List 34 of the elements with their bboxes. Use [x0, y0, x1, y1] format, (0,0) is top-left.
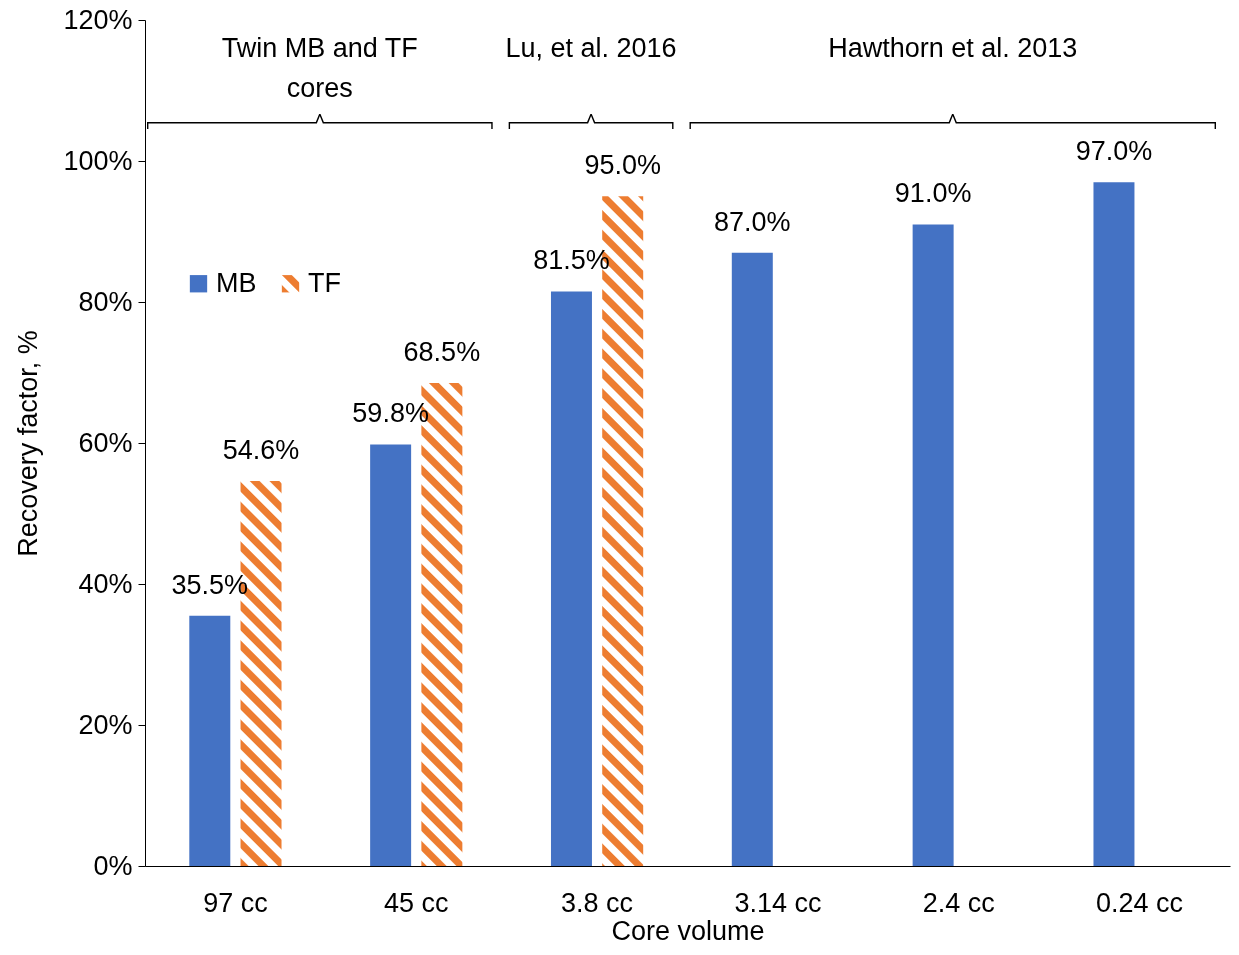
data-label: 81.5% — [533, 245, 610, 276]
bar — [912, 224, 954, 866]
x-tick-label: 3.8 cc — [561, 887, 634, 918]
data-label: 54.6% — [222, 435, 300, 466]
data-label: 91.0% — [894, 178, 972, 209]
x-axis-title: Core volume — [611, 915, 765, 946]
y-tick-label: 100% — [63, 145, 133, 176]
x-tick-label: 97 cc — [203, 887, 268, 918]
bar — [1093, 182, 1135, 866]
data-label: 95.0% — [584, 150, 661, 181]
bar — [189, 615, 231, 866]
y-tick-label: 20% — [78, 709, 133, 740]
legend-label: TF — [308, 267, 341, 298]
x-tick-label: 3.14 cc — [734, 887, 822, 918]
y-tick-label: 0% — [93, 850, 133, 881]
legend-label: MB — [216, 267, 257, 298]
bar — [550, 291, 592, 866]
y-axis-title: Recovery factor, % — [13, 330, 44, 557]
data-label: 87.0% — [714, 206, 791, 237]
annotation: Twin MB and TF cores — [220, 32, 419, 105]
y-tick-label: 80% — [78, 286, 133, 317]
x-tick-label: 0.24 cc — [1096, 887, 1184, 918]
annotation: Lu, et al. 2016 — [505, 33, 677, 63]
data-label: 68.5% — [403, 337, 481, 368]
x-tick-label: 45 cc — [383, 887, 449, 918]
y-tick-label: 60% — [78, 427, 133, 458]
bar — [731, 252, 773, 866]
bar — [370, 444, 412, 866]
data-label: 35.5% — [171, 569, 249, 600]
annotation: Hawthorn et al. 2013 — [827, 32, 1079, 65]
x-tick-label: 2.4 cc — [922, 887, 995, 918]
y-tick-label: 40% — [78, 568, 133, 599]
y-tick-label: 120% — [63, 4, 133, 35]
data-label: 97.0% — [1075, 136, 1153, 167]
